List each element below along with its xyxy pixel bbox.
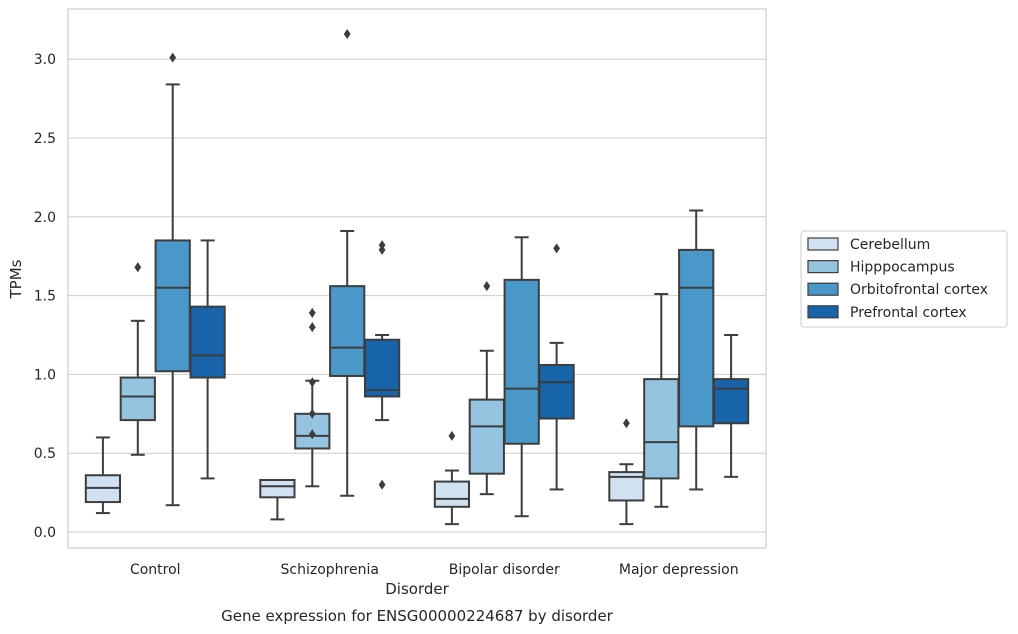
y-tick-label: 1.5 (34, 289, 56, 305)
box (643, 293, 680, 508)
box-iqr (503, 278, 540, 445)
box (608, 418, 645, 526)
box (329, 28, 366, 497)
box (294, 307, 331, 488)
outlier-point (169, 52, 177, 63)
box-iqr (678, 248, 715, 428)
outlier-point (308, 307, 316, 318)
y-tick-label: 0.0 (34, 525, 56, 541)
outlier-point (378, 240, 386, 251)
x-tick-labels: Control Schizophrenia Bipolar disorder Majo… (130, 562, 739, 578)
box (189, 239, 226, 480)
y-tick-labels: 0.0 0.5 1.0 1.5 2.0 2.5 3.0 (34, 52, 56, 541)
box (678, 209, 715, 491)
x-tick-label: Schizophrenia (281, 562, 379, 578)
box (84, 436, 122, 515)
legend-swatch (807, 305, 839, 319)
outlier-point (308, 377, 316, 388)
legend-label: Hipppocampus (850, 260, 955, 276)
legend-label: Orbitofrontal cortex (850, 282, 988, 298)
x-tick-label: Major depression (619, 562, 739, 578)
outlier-point (308, 429, 316, 440)
legend-swatch (807, 237, 839, 251)
boxes (84, 28, 750, 526)
y-tick-label: 2.0 (34, 210, 56, 226)
box-iqr (643, 378, 680, 480)
outlier-point (483, 281, 491, 292)
legend-label: Prefrontal cortex (850, 305, 967, 321)
box (119, 262, 156, 456)
outlier-point (343, 28, 351, 39)
box-iqr (538, 363, 575, 420)
legend-swatch (807, 260, 839, 274)
box-iqr (329, 285, 366, 377)
box (433, 430, 471, 526)
box (538, 243, 575, 491)
box (363, 240, 401, 490)
outlier-point (308, 408, 316, 419)
box-iqr (119, 376, 156, 422)
legend-frame (800, 230, 1008, 328)
legend-swatch (807, 282, 839, 296)
box (712, 334, 750, 478)
x-tick-label: Bipolar disorder (449, 562, 560, 578)
outlier-point (134, 262, 142, 273)
y-tick-label: 3.0 (34, 52, 56, 68)
x-axis-label: Disorder (385, 580, 449, 598)
legend: Cerebellum Hipppocampus Orbitofrontal cort… (800, 230, 1008, 328)
box-iqr (468, 398, 505, 475)
box (259, 478, 296, 521)
legend-label: Cerebellum (850, 237, 930, 253)
box-iqr (363, 338, 401, 398)
outlier-point (553, 243, 560, 254)
y-axis-label: TPMs (7, 259, 25, 299)
y-tick-label: 2.5 (34, 131, 56, 147)
box-iqr (712, 378, 750, 425)
y-tick-label: 0.5 (34, 446, 56, 462)
box-iqr (259, 478, 296, 499)
outlier-point (448, 430, 456, 441)
box (503, 236, 540, 518)
outlier-point (308, 322, 316, 333)
box (468, 281, 505, 496)
outlier-point (623, 418, 630, 429)
chart-caption: Gene expression for ENSG00000224687 by d… (221, 607, 614, 625)
box-iqr (154, 239, 191, 373)
box (154, 52, 191, 507)
outlier-point (378, 479, 386, 490)
plot-area-frame (67, 8, 767, 549)
x-tick-label: Control (130, 562, 181, 578)
box-iqr (189, 305, 226, 379)
box-iqr (433, 480, 471, 508)
y-tick-label: 1.0 (34, 367, 56, 383)
